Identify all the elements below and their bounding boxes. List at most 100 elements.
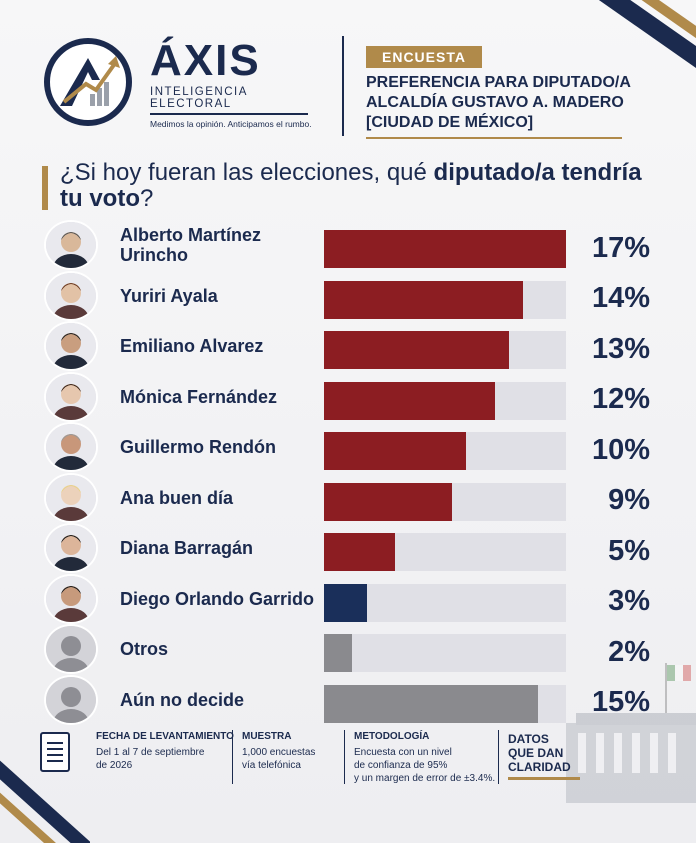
percentage-label: 15% [591,686,650,718]
candidate-row: Mónica Fernández 12% [0,371,696,422]
candidate-name: Aún no decide [120,689,245,710]
candidate-name: Yuriri Ayala [120,285,218,306]
woman-photo-icon [44,270,98,321]
axis-logo-icon [44,38,132,126]
bar [324,583,367,622]
bar [324,432,466,470]
header: ÁXIS INTELIGENCIA ELECTORAL Medimos la o… [40,28,660,153]
metodologia-value: de confianza de 95% [354,760,448,771]
bar-track [324,583,566,622]
bar [324,533,395,571]
fecha-column: FECHA DE LEVANTAMIENTO Del 1 al 7 de sep… [96,730,236,772]
datos-line: QUE DAN [508,746,564,760]
candidate-name: Diego Orlando Garrido [120,588,315,609]
muestra-value: 1,000 encuestas [242,747,316,758]
candidate-name: Diana Barragán [120,538,254,558]
datos-underline [508,777,580,780]
candidate-name: Mónica Fernández [120,386,278,407]
percentage-label: 10% [591,433,650,466]
bar [324,230,566,268]
question-accent-bar [42,166,48,210]
candidate-row: Diana Barragán 5% [0,523,696,573]
survey-info: ENCUESTA PREFERENCIA PARA DIPUTADO/A ALC… [366,46,631,139]
candidate-name: Emiliano Alvarez [120,336,264,356]
generic-person-icon [44,674,98,725]
woman-photo-icon [44,523,98,573]
bar [324,634,352,672]
bar [324,684,538,723]
candidate-name: Guillermo Rendón [120,437,277,457]
percentage-label: 3% [608,585,650,617]
datos-line: CLARIDAD [508,760,571,774]
candidate-row: Alberto Martínez Urincho 17% [0,220,696,270]
candidate-name: Otros [120,639,169,659]
metodologia-column: METODOLOGÍA Encuesta con un nivel de con… [354,730,504,785]
survey-underline [366,137,622,139]
candidate-row: Aún no decide 15% [0,674,696,725]
bar-track [324,533,566,571]
muestra-column: MUESTRA 1,000 encuestas vía telefónica [242,730,342,772]
man-photo-icon [44,422,98,472]
muestra-value: vía telefónica [242,760,301,771]
bar-track [324,381,566,420]
candidate-name: Ana buen día [120,487,234,508]
footer-divider [498,730,499,784]
percentage-label: 2% [608,635,650,668]
brand-subtitle: INTELIGENCIA ELECTORAL [150,86,308,115]
datos-line: DATOS [508,732,549,746]
percentage-label: 17% [591,231,650,264]
percentage-label: 13% [591,332,650,365]
question-bold-text: diputado/a tendría tu voto [60,159,642,212]
man-photo-icon [44,220,98,270]
survey-title-line: ALCALDÍA GUSTAVO A. MADERO [366,94,624,111]
footer-divider [344,730,345,784]
methodology-footer: FECHA DE LEVANTAMIENTO Del 1 al 7 de sep… [40,726,600,796]
candidate-name: Alberto Martínez Urincho [120,225,262,265]
metodologia-label: METODOLOGÍA [354,731,430,742]
bar-track [324,432,566,470]
fecha-value: Del 1 al 7 de septiembre [96,747,205,758]
bar [324,482,452,521]
candidate-row: Diego Orlando Garrido 3% [0,573,696,624]
brand: ÁXIS INTELIGENCIA ELECTORAL Medimos la o… [150,38,312,129]
bar-track [324,331,566,369]
building-silhouette-icon [566,663,696,803]
percentage-label: 9% [608,484,650,516]
metodologia-value: y un margen de error de ±3.4%. [354,773,496,784]
brand-name: ÁXIS [150,36,261,85]
candidate-row: Ana buen día 9% [0,472,696,523]
survey-title: PREFERENCIA PARA DIPUTADO/A ALCALDÍA GUS… [366,73,631,133]
survey-badge: ENCUESTA [366,46,482,68]
bar-track [324,684,566,723]
survey-title-line: [CIUDAD DE MÉXICO] [366,114,534,131]
bar [324,381,495,420]
fecha-label: FECHA DE LEVANTAMIENTO [96,731,234,742]
woman-photo-icon [44,472,98,523]
bar-track [324,634,566,672]
candidate-row: Otros 2% [0,624,696,674]
generic-person-icon [44,624,98,674]
footer-divider [232,730,233,784]
question-mark: ? [139,185,154,212]
brand-tagline: Medimos la opinión. Anticipamos el rumbo… [150,119,312,129]
datos-claridad: DATOS QUE DAN CLARIDAD [508,732,580,780]
muestra-label: MUESTRA [242,731,292,742]
percentage-label: 5% [608,534,650,567]
header-divider [342,36,344,136]
woman-photo-icon [44,371,98,422]
survey-title-line: PREFERENCIA PARA DIPUTADO/A [366,74,631,91]
man-photo-icon [44,573,98,624]
candidate-row: Guillermo Rendón 10% [0,422,696,472]
metodologia-value: Encuesta con un nivel [354,747,452,758]
man-photo-icon [44,321,98,371]
percentage-label: 14% [591,282,650,314]
bar-track [324,230,566,268]
bar [324,280,523,319]
candidate-row: Yuriri Ayala 14% [0,270,696,321]
document-icon [40,732,70,772]
bar [324,331,509,369]
percentage-label: 12% [591,383,650,415]
bar-track [324,482,566,521]
poll-question: ¿Si hoy fueran las elecciones, qué diput… [60,160,660,212]
